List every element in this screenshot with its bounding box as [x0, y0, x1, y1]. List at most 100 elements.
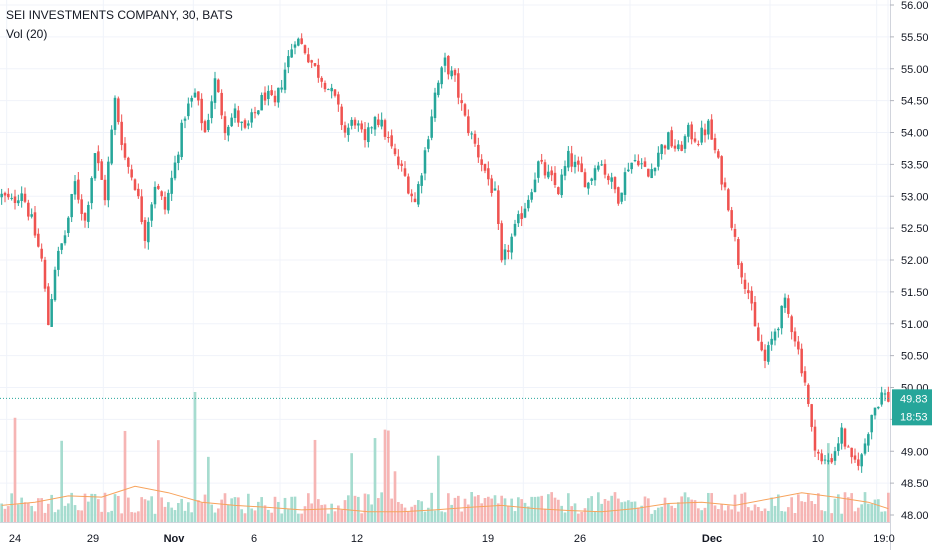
candle — [543, 159, 547, 179]
current-price-tag — [892, 389, 932, 426]
candle — [790, 314, 793, 340]
candle-body — [207, 119, 210, 131]
candle — [440, 66, 443, 89]
candle-body — [723, 182, 727, 188]
volume-bar — [610, 495, 613, 522]
volume-bar — [440, 511, 443, 522]
candle-body — [373, 116, 377, 130]
volume-bar — [320, 504, 323, 522]
candle — [720, 155, 723, 191]
candle-body — [260, 94, 263, 111]
candle — [317, 58, 320, 83]
candle-body — [603, 163, 607, 175]
candle-body — [683, 136, 687, 149]
candle — [850, 447, 853, 464]
volume-bar — [337, 505, 340, 522]
candle — [0, 188, 3, 205]
candle — [673, 139, 677, 152]
price-tick-label: 54.50 — [901, 96, 929, 108]
volume-bar — [430, 492, 433, 522]
candle-body — [153, 186, 157, 205]
candle — [110, 125, 113, 166]
candle-body — [20, 193, 23, 201]
candle-body — [7, 193, 10, 198]
volume-bar — [687, 497, 690, 522]
candle — [433, 87, 437, 122]
candle — [590, 177, 593, 186]
candle — [243, 118, 247, 130]
candle — [457, 68, 460, 105]
volume-bar — [457, 495, 460, 522]
candle — [453, 68, 457, 82]
candle-body — [180, 122, 183, 158]
candle-body — [443, 57, 447, 66]
candle-body — [853, 455, 857, 460]
candle — [710, 114, 713, 140]
volume-bar — [37, 498, 40, 522]
candle — [537, 160, 540, 183]
volume-bar — [170, 507, 173, 522]
candle-body — [787, 298, 790, 314]
volume-bar — [70, 492, 73, 522]
candle — [293, 41, 297, 55]
volume-bar — [640, 505, 643, 522]
candle — [640, 158, 643, 170]
candle-body — [760, 341, 763, 351]
candle — [743, 272, 747, 294]
volume-bar — [247, 493, 250, 522]
volume-indicator-label[interactable]: Vol (20) — [6, 27, 48, 41]
volume-bar — [360, 513, 363, 522]
candle-body — [777, 328, 780, 331]
price-tick-label: 50.50 — [901, 351, 929, 363]
candle — [853, 448, 857, 464]
candle-body — [850, 447, 853, 458]
volume-bar — [243, 513, 247, 522]
candle — [623, 167, 627, 201]
volume-bar — [27, 502, 30, 522]
volume-bar — [827, 443, 830, 522]
candle — [833, 446, 837, 466]
candle-body — [100, 161, 103, 180]
volume-bar — [433, 510, 437, 522]
candle-body — [173, 162, 177, 179]
candle — [823, 455, 827, 465]
volume-bar — [487, 496, 490, 522]
candle-body — [297, 38, 300, 46]
candle — [297, 37, 300, 47]
volume-bar — [630, 501, 633, 522]
volume-bar — [703, 507, 707, 522]
candle — [633, 154, 637, 163]
candle — [307, 47, 310, 64]
volume-bar — [217, 508, 220, 522]
volume-bar — [227, 504, 230, 522]
price-tick-label: 48.50 — [901, 478, 929, 490]
volume-bar — [493, 495, 497, 522]
volume-bar — [593, 511, 597, 522]
volume-bar — [97, 499, 100, 522]
volume-bar — [483, 498, 487, 522]
volume-bar — [533, 496, 537, 522]
candle — [10, 193, 13, 201]
volume-bar — [693, 500, 697, 522]
volume-bar — [93, 493, 97, 522]
volume-bar — [463, 498, 467, 522]
candle — [357, 120, 360, 132]
candle-body — [580, 163, 583, 173]
candle-body — [827, 460, 830, 462]
candle — [533, 172, 537, 193]
candle-body — [520, 213, 523, 220]
price-tick-label: 56.00 — [901, 0, 929, 12]
candle-body — [160, 191, 163, 197]
candle — [733, 223, 737, 242]
volume-bar — [667, 503, 670, 522]
time-tick-label: 24 — [9, 533, 21, 545]
volume-bar — [53, 512, 57, 522]
candle — [547, 164, 550, 180]
volume-bar — [177, 503, 180, 522]
volume-bar — [350, 453, 353, 522]
volume-bar — [87, 501, 90, 522]
candle-body — [437, 82, 440, 96]
volume-bar — [527, 506, 530, 522]
